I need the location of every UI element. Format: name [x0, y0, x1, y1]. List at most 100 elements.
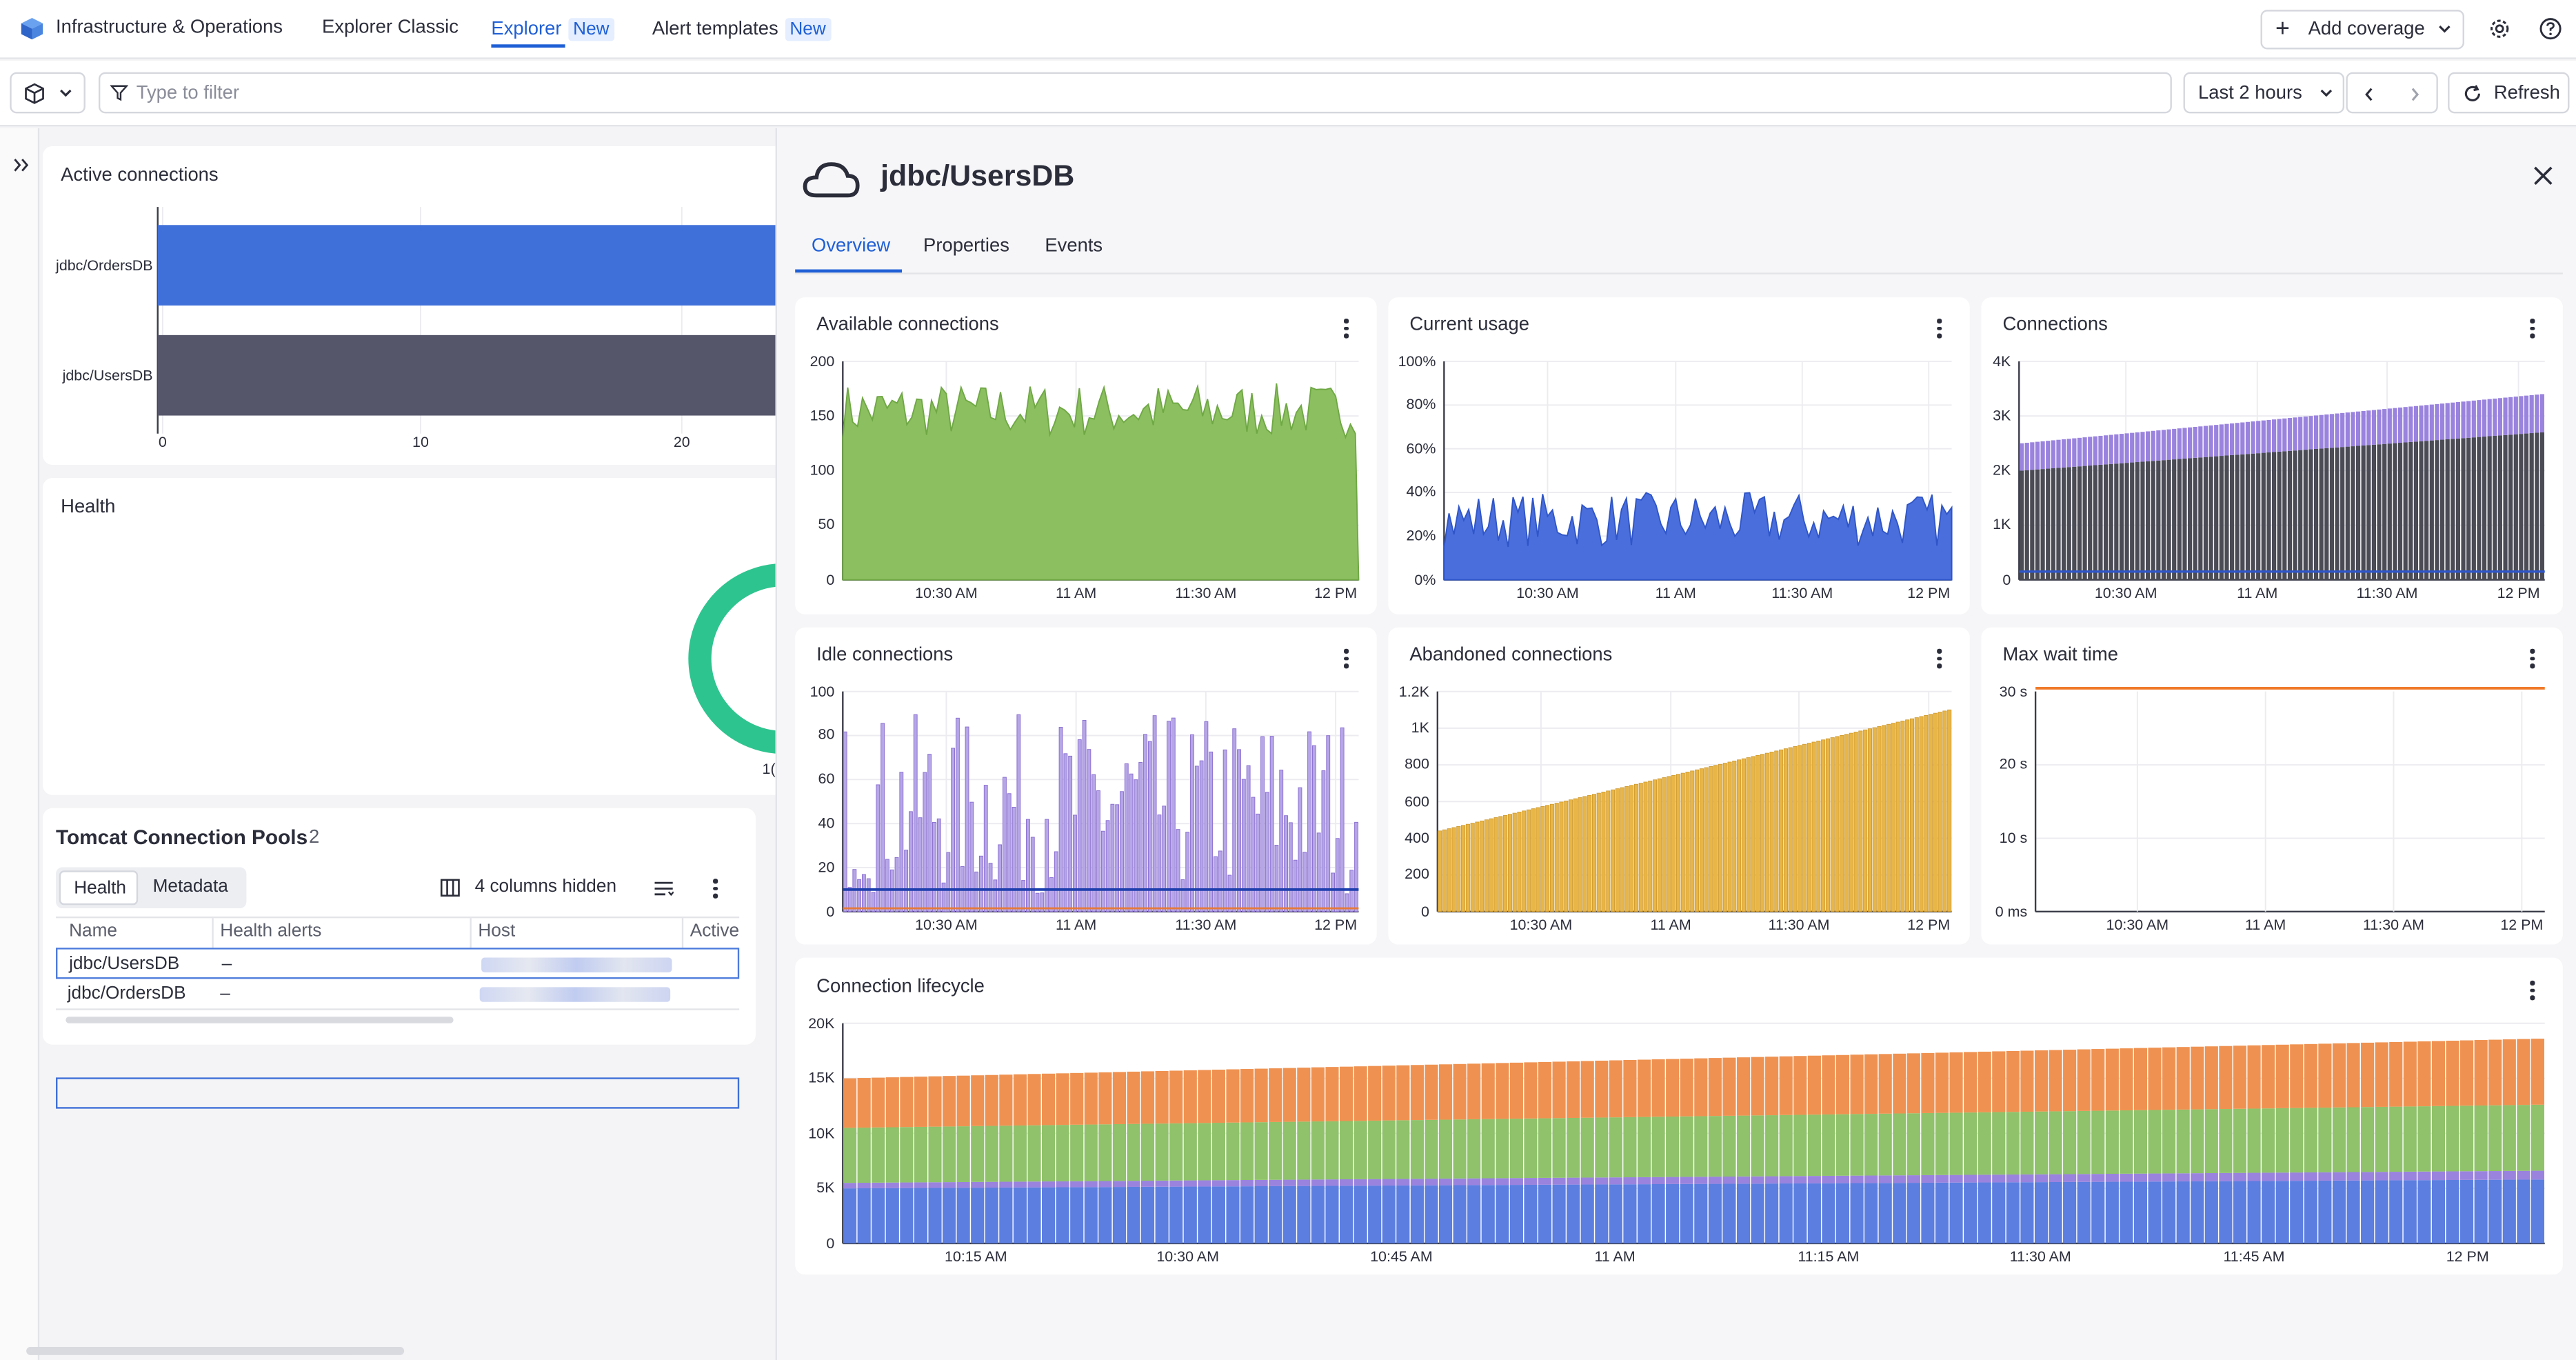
lifecycle-bar-segment: [2133, 1110, 2148, 1174]
tab-health[interactable]: Health: [59, 870, 139, 906]
filter-input[interactable]: [136, 74, 2108, 112]
abandoned-bar: [1835, 736, 1840, 912]
lifecycle-bar-segment: [1807, 1176, 1821, 1183]
connections-bar-base: [2051, 468, 2055, 580]
add-coverage-button[interactable]: + Add coverage: [2260, 10, 2464, 50]
column-separator: [681, 918, 684, 948]
more-menu-icon[interactable]: [2524, 647, 2540, 670]
gear-icon[interactable]: [2487, 17, 2512, 41]
column-header-name[interactable]: Name: [69, 921, 117, 941]
timeframe-selector[interactable]: Last 2 hours: [2183, 72, 2345, 114]
lifecycle-bar-segment: [2247, 1181, 2261, 1243]
lifecycle-bar-segment: [1098, 1181, 1112, 1188]
table-horizontal-scrollbar[interactable]: [66, 1017, 454, 1023]
lifecycle-bar-segment: [1538, 1061, 1552, 1119]
tab-overview[interactable]: Overview: [812, 236, 891, 257]
lifecycle-bar-segment: [1666, 1117, 1680, 1177]
idle-bar: [1129, 773, 1134, 912]
lifecycle-bar-segment: [2290, 1108, 2304, 1173]
abandoned-bar: [1779, 749, 1784, 912]
app-name[interactable]: Infrastructure & Operations: [56, 18, 283, 38]
idle-bar: [1232, 728, 1237, 912]
tab-events[interactable]: Events: [1045, 236, 1103, 257]
abandoned-bar: [1891, 723, 1895, 912]
lifecycle-bar-segment: [1552, 1184, 1566, 1243]
abandoned-bar: [1727, 761, 1732, 912]
column-header-active[interactable]: Active: [690, 921, 740, 941]
chevron-left-icon[interactable]: [2364, 87, 2374, 101]
lifecycle-bar-segment: [1964, 1052, 1978, 1113]
more-menu-icon[interactable]: [1337, 647, 1354, 670]
more-menu-icon[interactable]: [1931, 647, 1947, 670]
connections-bar-top: [2193, 426, 2197, 458]
table-row[interactable]: jdbc/OrdersDB –: [56, 979, 740, 1010]
row-density-icon[interactable]: [654, 881, 674, 897]
table-row[interactable]: [56, 1077, 740, 1109]
lifecycle-bar-segment: [1339, 1066, 1354, 1121]
abandoned-bar: [1798, 745, 1802, 912]
lifecycle-bar-segment: [2191, 1181, 2204, 1243]
expand-sidebar-icon[interactable]: [13, 158, 30, 172]
lifecycle-bar-segment: [1893, 1183, 1906, 1243]
help-icon[interactable]: [2538, 17, 2563, 41]
connections-bar-top: [2535, 394, 2539, 433]
lifecycle-bar-segment: [2262, 1172, 2275, 1181]
lifecycle-bar-segment: [1140, 1186, 1155, 1243]
more-menu-icon[interactable]: [2524, 979, 2540, 1001]
idle-bar: [1016, 714, 1021, 912]
lifecycle-bar-segment: [2389, 1180, 2403, 1243]
entity-type-selector[interactable]: [10, 72, 85, 114]
table-row[interactable]: jdbc/UsersDB –: [56, 948, 740, 979]
lifecycle-bar-segment: [2262, 1181, 2275, 1243]
close-icon[interactable]: [2533, 166, 2553, 186]
connections-bar-top: [2208, 425, 2213, 457]
lifecycle-bar-segment: [2077, 1181, 2091, 1243]
nav-explorer[interactable]: Explorer New: [491, 18, 614, 41]
cell-name[interactable]: jdbc/OrdersDB: [67, 983, 186, 1004]
connections-bar-base: [2455, 438, 2461, 580]
column-header-health-alerts[interactable]: Health alerts: [220, 921, 322, 941]
card-title: Current usage: [1409, 315, 1529, 335]
x-tick-label: 20: [674, 434, 690, 450]
lifecycle-bar-segment: [843, 1183, 857, 1189]
more-menu-icon[interactable]: [1931, 317, 1947, 340]
cloud-icon: [803, 162, 860, 198]
column-header-host[interactable]: Host: [478, 921, 516, 941]
abandoned-bar: [1667, 776, 1671, 912]
connections-bar-top: [2177, 428, 2182, 459]
more-menu-icon[interactable]: [707, 877, 723, 900]
lifecycle-bar-segment: [1567, 1177, 1580, 1185]
pools-title: Tomcat Connection Pools: [56, 826, 308, 850]
connections-bar-base: [2135, 462, 2140, 580]
more-menu-icon[interactable]: [1337, 317, 1354, 340]
cell-name[interactable]: jdbc/UsersDB: [69, 954, 180, 974]
lifecycle-bar-segment: [928, 1126, 942, 1183]
lifecycle-bar-segment: [1524, 1118, 1538, 1179]
more-menu-icon[interactable]: [2524, 317, 2540, 340]
columns-hidden-button[interactable]: 4 columns hidden: [474, 877, 617, 897]
lifecycle-bar-segment: [1169, 1123, 1183, 1181]
nav-alert-templates[interactable]: Alert templates New: [652, 18, 831, 41]
connections-bar-base: [2046, 468, 2051, 580]
connections-bar-base: [2377, 444, 2382, 580]
pane-horizontal-scrollbar[interactable]: [26, 1346, 405, 1355]
tab-properties[interactable]: Properties: [923, 236, 1009, 257]
lifecycle-bar-segment: [2304, 1172, 2317, 1181]
tab-metadata[interactable]: Metadata: [152, 877, 228, 897]
connections-bar-top: [2187, 427, 2193, 459]
new-badge: New: [785, 18, 831, 41]
chevron-down-icon: [2439, 26, 2451, 33]
lifecycle-bar-segment: [1793, 1056, 1807, 1115]
lifecycle-bar-segment: [2361, 1172, 2375, 1181]
lifecycle-bar-segment: [1481, 1063, 1495, 1119]
lifecycle-bar-segment: [1552, 1061, 1566, 1119]
chevron-right-icon[interactable]: [2410, 87, 2419, 101]
nav-explorer-classic[interactable]: Explorer Classic: [322, 18, 459, 38]
abandoned-bar: [1657, 778, 1662, 912]
lifecycle-bar-segment: [1027, 1181, 1041, 1188]
lifecycle-bar-segment: [1765, 1176, 1779, 1184]
refresh-button[interactable]: Refresh: [2448, 72, 2570, 114]
filter-input-box[interactable]: [98, 72, 2172, 114]
lifecycle-bar-segment: [1311, 1067, 1325, 1122]
abandoned-bar: [1732, 760, 1737, 912]
